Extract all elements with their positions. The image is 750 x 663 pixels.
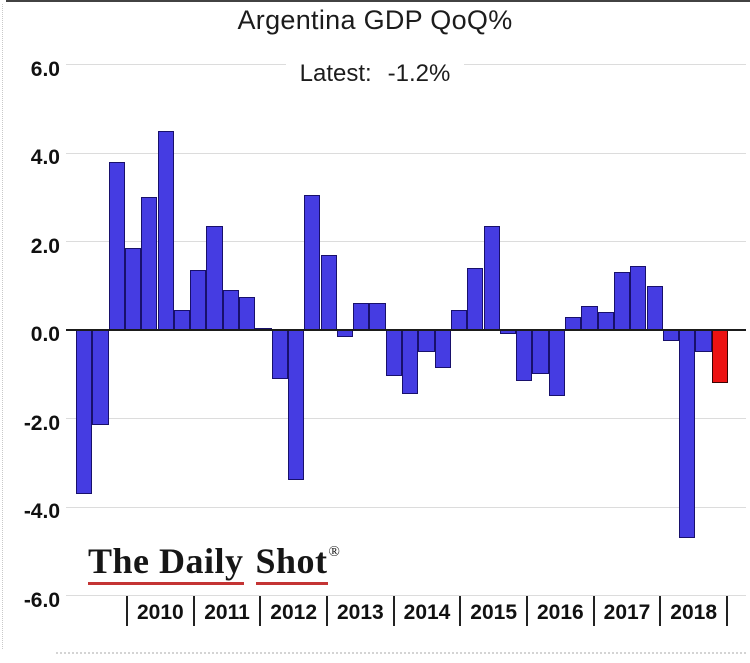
x-axis-tick (726, 596, 728, 626)
y-axis-label: 4.0 (30, 146, 60, 169)
bar (565, 316, 582, 330)
latest-annotation: Latest: -1.2% (0, 60, 750, 88)
bar (92, 330, 109, 426)
bar (385, 330, 402, 377)
bar (304, 195, 321, 330)
bar (369, 303, 386, 330)
bar (206, 226, 223, 330)
bar (108, 161, 125, 330)
y-axis-label: -4.0 (23, 500, 60, 523)
year-label-2015: 2015 (470, 601, 518, 624)
x-axis-tick (259, 596, 262, 626)
year-label-2012: 2012 (270, 601, 318, 624)
bar (157, 130, 174, 330)
gridline--6.0 (66, 595, 746, 596)
year-label-2018: 2018 (670, 601, 718, 624)
x-axis-tick (459, 596, 462, 626)
x-axis-tick (659, 596, 662, 626)
gridline-4.0 (66, 152, 746, 154)
bottom-dotted-line (56, 652, 746, 654)
x-axis-tick (192, 596, 195, 626)
bar (467, 268, 484, 330)
year-label-2010: 2010 (136, 601, 184, 624)
bar (548, 330, 565, 397)
year-label-2013: 2013 (336, 601, 384, 624)
daily-shot-logo: The Daily Shot® (88, 540, 341, 585)
y-axis-label: 0.0 (30, 323, 60, 346)
chart-title: Argentina GDP QoQ% (237, 5, 513, 35)
bar (124, 248, 142, 330)
bar (402, 330, 419, 395)
x-axis-tick (592, 596, 595, 626)
gridline--4.0 (66, 506, 746, 508)
bar (450, 310, 468, 330)
bar (190, 270, 207, 330)
latest-value: -1.2% (387, 60, 451, 87)
image-top-border (6, 0, 750, 2)
x-axis-tick (326, 596, 328, 626)
bar (222, 290, 239, 330)
bar (418, 330, 435, 353)
y-axis-label: -2.0 (23, 411, 60, 435)
year-label-2014: 2014 (403, 601, 451, 624)
y-axis-label: -6.0 (23, 588, 60, 612)
bar (434, 330, 451, 368)
zero-axis-line (66, 329, 746, 331)
bar (613, 272, 631, 330)
bar (76, 330, 93, 494)
bar (646, 285, 663, 330)
bar (483, 226, 500, 330)
bar (271, 330, 288, 379)
x-axis-tick (126, 596, 128, 626)
bar (662, 330, 680, 342)
bar (581, 305, 598, 330)
logo-text-the-daily: The Daily (88, 541, 244, 585)
year-label-2011: 2011 (204, 601, 250, 624)
bar (287, 330, 305, 481)
bar (532, 330, 549, 375)
bar (695, 330, 712, 353)
bar (516, 330, 533, 381)
bar-latest (711, 330, 728, 384)
x-axis-tick (392, 596, 395, 626)
bar (679, 330, 696, 538)
y-axis-label: 6.0 (30, 57, 60, 81)
bar (320, 254, 337, 330)
bar (630, 265, 647, 330)
bar (239, 296, 256, 330)
image-left-border (2, 4, 3, 649)
gridline--2.0 (66, 418, 746, 419)
y-axis-label: 2.0 (30, 234, 60, 258)
year-label-2016: 2016 (536, 601, 584, 624)
bar (353, 303, 370, 330)
gridline-2.0 (66, 241, 746, 242)
bar (173, 310, 191, 330)
logo-text-shot: Shot (255, 541, 328, 585)
latest-label: Latest: (299, 60, 372, 87)
bar (597, 312, 614, 330)
bar (141, 197, 158, 330)
registered-trademark-icon: ® (328, 544, 341, 560)
x-axis-tick (526, 596, 528, 626)
year-label-2017: 2017 (603, 601, 651, 624)
